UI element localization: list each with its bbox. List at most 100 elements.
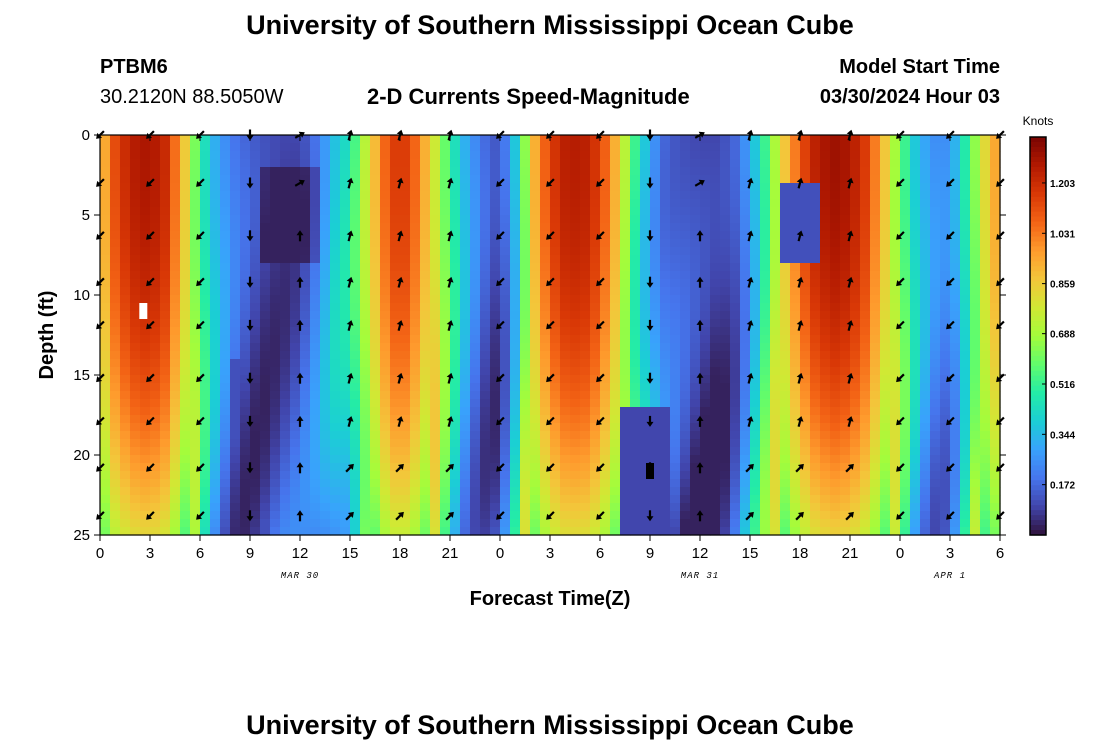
heatmap-cell (490, 207, 501, 216)
heatmap-cell (290, 247, 301, 256)
heatmap-cell (400, 431, 411, 440)
heatmap-cell (540, 183, 551, 192)
heatmap-cell (260, 143, 271, 152)
heatmap-cell (240, 487, 251, 496)
heatmap-cell (350, 199, 361, 208)
current-vector (646, 415, 654, 427)
heatmap-cell (800, 303, 811, 312)
heatmap-cell (710, 351, 721, 360)
heatmap-cell (150, 255, 161, 264)
heatmap-cell (170, 239, 181, 248)
current-vector (796, 372, 804, 384)
heatmap-cell (640, 247, 651, 256)
heatmap-cell (650, 375, 661, 384)
heatmap-cell (930, 343, 941, 352)
heatmap-cell (100, 183, 111, 192)
heatmap-cell (440, 495, 451, 504)
heatmap-cell (430, 263, 441, 272)
heatmap-cell (150, 463, 161, 472)
heatmap-cell (860, 311, 871, 320)
heatmap-cell (270, 151, 281, 160)
heatmap-cell (760, 399, 771, 408)
heatmap-cell (210, 479, 221, 488)
heatmap-cell (770, 335, 781, 344)
heatmap-cell (860, 191, 871, 200)
heatmap-cell (870, 479, 881, 488)
heatmap-cell (170, 519, 181, 528)
heatmap-cell (200, 335, 211, 344)
heatmap-cell (930, 471, 941, 480)
heatmap-cell (910, 439, 921, 448)
heatmap-cell (180, 191, 191, 200)
heatmap-cell (840, 159, 851, 168)
heatmap-cell (200, 359, 211, 368)
current-vector (946, 463, 955, 472)
heatmap-cell (740, 391, 751, 400)
heatmap-cell (540, 495, 551, 504)
heatmap-cell (330, 287, 341, 296)
heatmap-cell (280, 287, 291, 296)
heatmap-cell (650, 367, 661, 376)
heatmap-cell (360, 295, 371, 304)
heatmap-cell (410, 447, 421, 456)
heatmap-cell (470, 311, 481, 320)
heatmap-cell (570, 295, 581, 304)
heatmap-cell (270, 351, 281, 360)
heatmap-cell (850, 159, 861, 168)
heatmap-cell (390, 199, 401, 208)
heatmap-cell (310, 303, 321, 312)
heatmap-cell (750, 183, 761, 192)
heatmap-cell (730, 335, 741, 344)
heatmap-cell (450, 239, 461, 248)
heatmap-cell (410, 207, 421, 216)
heatmap-cell (510, 495, 521, 504)
heatmap-cell (540, 271, 551, 280)
heatmap-cell (650, 495, 661, 504)
heatmap-cell (600, 303, 611, 312)
heatmap-cell (620, 527, 631, 536)
heatmap-cell (540, 303, 551, 312)
heatmap-cell (780, 231, 791, 240)
heatmap-cell (160, 519, 171, 528)
current-vector (846, 320, 854, 331)
heatmap-cell (630, 303, 641, 312)
heatmap-cell (580, 423, 591, 432)
heatmap-cell (890, 503, 901, 512)
heatmap-cell (100, 263, 111, 272)
heatmap-cell (910, 407, 921, 416)
heatmap-cell (190, 335, 201, 344)
heatmap-cell (980, 279, 991, 288)
heatmap-cell (100, 447, 111, 456)
heatmap-cell (770, 167, 781, 176)
heatmap-cell (860, 503, 871, 512)
heatmap-cell (980, 319, 991, 328)
heatmap-cell (460, 303, 471, 312)
current-vector (246, 177, 254, 189)
heatmap-cell (940, 487, 951, 496)
heatmap-cell (310, 351, 321, 360)
heatmap-cell (270, 335, 281, 344)
heatmap-cell (380, 239, 391, 248)
heatmap-cell (880, 215, 891, 224)
heatmap-cell (250, 447, 261, 456)
heatmap-cell (790, 527, 801, 536)
heatmap-cell (160, 239, 171, 248)
heatmap-cell (940, 519, 951, 528)
heatmap-cell (310, 447, 321, 456)
heatmap-cell (270, 319, 281, 328)
heatmap-cell (960, 463, 971, 472)
heatmap-cell (260, 351, 271, 360)
heatmap-cell (390, 279, 401, 288)
heatmap-cell (960, 311, 971, 320)
heatmap-cell (290, 287, 301, 296)
heatmap-cell (180, 455, 191, 464)
heatmap-cell (600, 487, 611, 496)
heatmap-cell (170, 415, 181, 424)
heatmap-cell (780, 183, 791, 192)
heatmap-cell (330, 215, 341, 224)
heatmap-cell (280, 383, 291, 392)
heatmap-cell (120, 471, 131, 480)
heatmap-cell (600, 495, 611, 504)
heatmap-cell (480, 215, 491, 224)
heatmap-cell (930, 447, 941, 456)
